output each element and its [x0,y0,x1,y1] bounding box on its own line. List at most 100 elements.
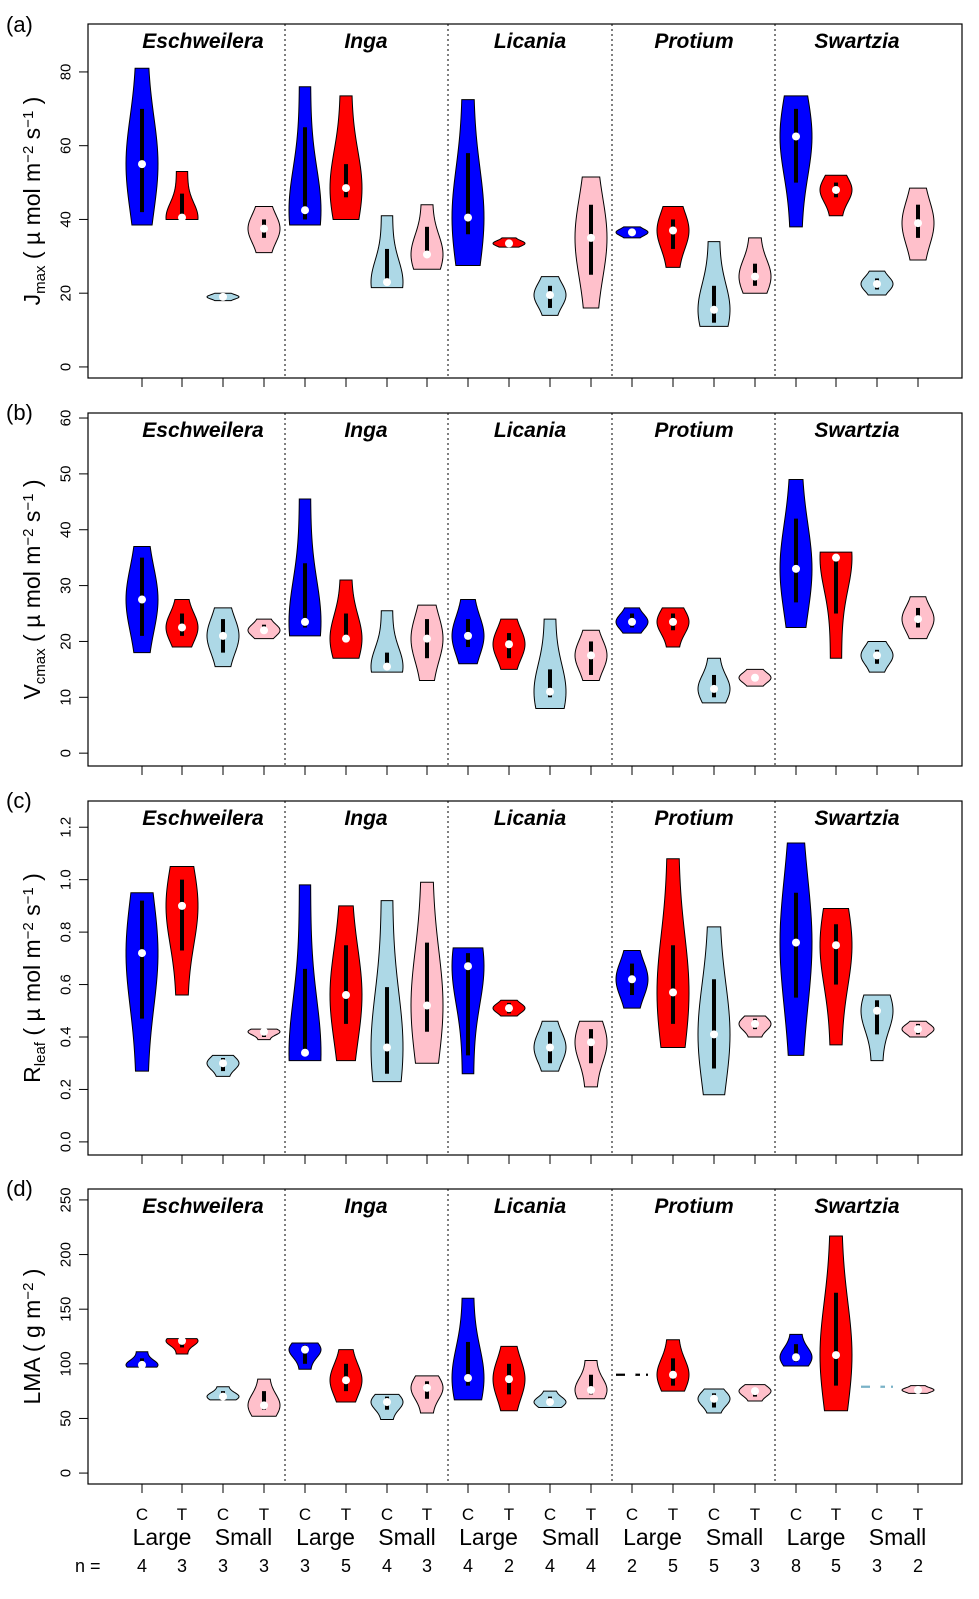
n-value: 3 [750,1556,760,1576]
violin-TL [329,579,363,659]
violin-CL [779,478,813,628]
y-tick-label: 50 [58,466,75,483]
violin-TS [574,1360,608,1400]
y-label-units: ( µ mol m [19,939,45,1042]
violin-CL [288,86,322,226]
n-value: 4 [463,1556,473,1576]
violin-median [751,1019,759,1028]
treatment-label: T [586,1505,596,1524]
violin-TL [165,599,199,648]
violin-CL [125,892,159,1072]
violin-median [138,1360,146,1369]
genus-title: Inga [344,807,387,830]
n-value: 5 [831,1556,841,1576]
violin-TS [247,1378,281,1417]
violin-TL [819,1235,853,1412]
violin-TL [165,1336,199,1355]
plot-frame [87,412,963,767]
violin-median [669,226,677,235]
violin-TS [901,596,935,640]
violin-TS [574,176,608,309]
violin-median [792,132,800,141]
size-label: Small [215,1524,273,1550]
violin-TS [410,604,444,682]
genus-title: Protium [654,419,733,442]
violin-median [505,239,513,248]
violin-median [138,160,146,169]
violin-CS [697,241,731,327]
violin-median [914,1386,922,1395]
y-tick-label: 60 [58,410,75,427]
violin-median [628,617,636,626]
violin-median [505,1004,513,1013]
y-label-sup: −1 [20,887,37,904]
violin-CS [860,270,894,296]
violin-TS [738,237,772,294]
violin-median [383,278,391,287]
violin-median [301,617,309,626]
genus-title: Licania [494,30,567,53]
size-label: Large [623,1524,682,1550]
violin-median [505,1375,513,1384]
violin-CL [288,884,322,1062]
violin-median [792,564,800,573]
y-tick-label: 40 [58,211,75,228]
treatment-label: C [626,1505,638,1524]
panel-label: (b) [6,400,33,425]
violin-median [464,1374,472,1383]
violin-median [914,1025,922,1034]
violin-median [464,213,472,222]
treatment-label: C [299,1505,311,1524]
treatment-label: T [913,1505,923,1524]
size-label: Small [706,1524,764,1550]
n-value: 5 [668,1556,678,1576]
y-tick-label: 250 [58,1187,75,1212]
violin-TL [656,858,690,1048]
violin-median [219,631,227,640]
violin-TL [329,905,363,1062]
y-tick-label: 40 [58,521,75,538]
violin-median [546,291,554,300]
plot-frame [87,23,963,379]
violin-TL [656,206,690,268]
violin-median [832,185,840,194]
violin-median [219,1059,227,1068]
violin-median [464,962,472,971]
violin-median [342,991,350,1000]
violin-TS [574,629,608,682]
y-tick-label: 20 [58,633,75,650]
treatment-label: C [381,1505,393,1524]
violin-median [587,1038,595,1047]
y-tick-label: 1.0 [58,869,75,890]
y-axis-label: Rleaf ( µ mol m−2 s−1 ) [19,873,49,1083]
n-value: 4 [545,1556,555,1576]
n-value: 3 [300,1556,310,1576]
violin-median [546,1043,554,1052]
y-label-mid: s [19,128,45,146]
violin-TS [738,1015,772,1038]
violin-median [301,1345,309,1354]
y-label-units: ( g m [19,1300,45,1359]
plot-frame [87,1188,963,1485]
violin-median [792,1353,800,1362]
genus-title: Eschweilera [142,419,264,442]
y-label-sub: leaf [32,1041,49,1066]
n-value: 4 [586,1556,596,1576]
violin-CS [370,1393,404,1421]
genus-title: Eschweilera [142,30,264,53]
y-label-units: ( µ mol m [19,163,45,266]
y-label-main: J [19,294,45,306]
violin-median [669,988,677,997]
genus-title: Protium [654,807,733,830]
violin-median [505,640,513,649]
violin-CS [370,900,404,1083]
n-value: 4 [382,1556,392,1576]
violin-median [260,1027,268,1036]
violin-CL [779,95,813,228]
violin-CS [697,1388,731,1414]
violin-median [832,553,840,562]
y-tick-label: 30 [58,577,75,594]
n-value: 3 [259,1556,269,1576]
violin-median [423,1001,431,1010]
